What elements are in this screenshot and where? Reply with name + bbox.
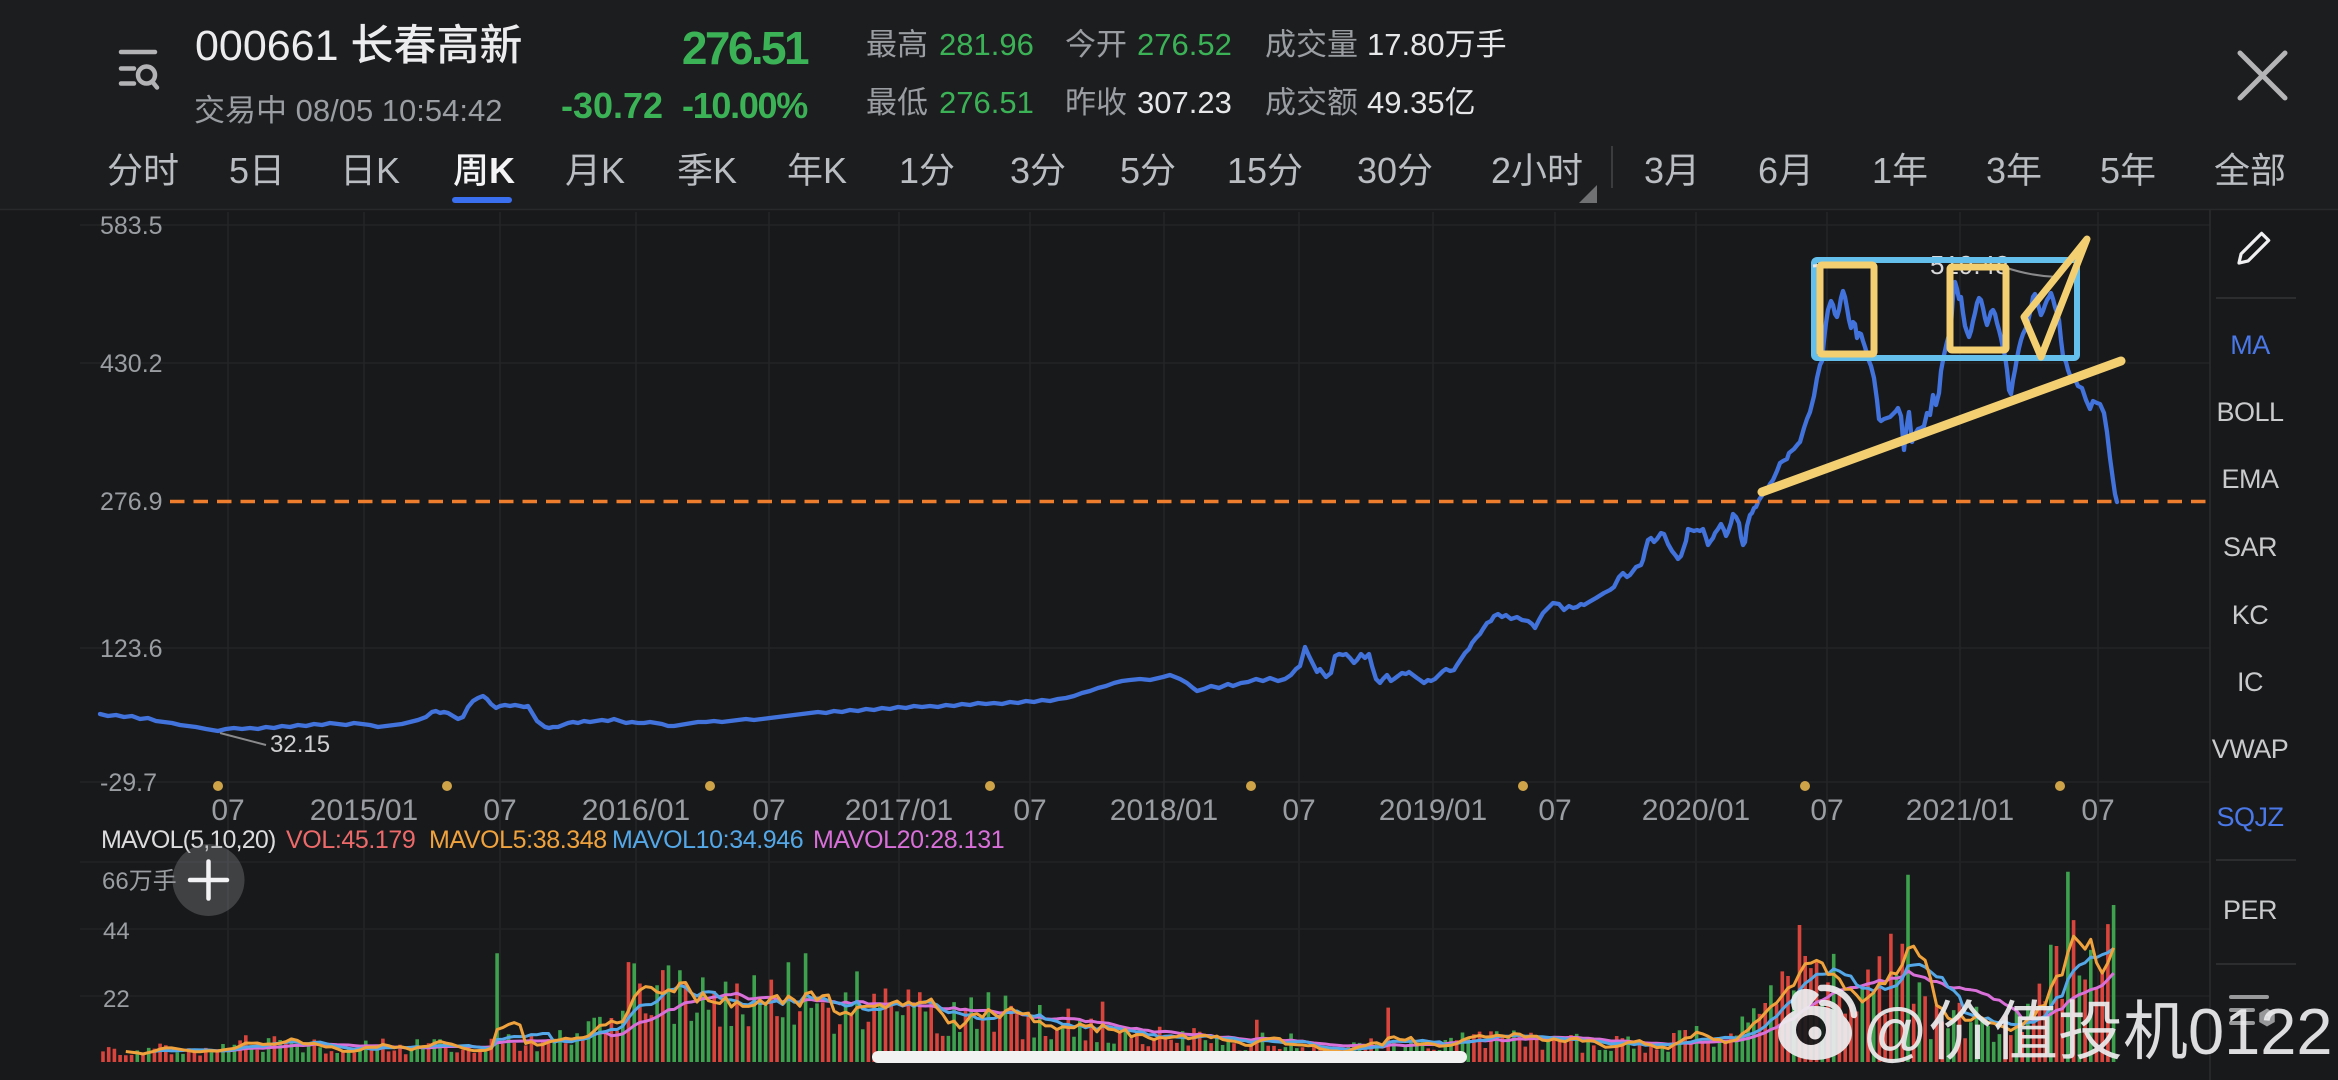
svg-text:MA: MA bbox=[2230, 330, 2270, 360]
svg-text:000661: 000661 bbox=[195, 22, 339, 70]
svg-text:SAR: SAR bbox=[2223, 532, 2277, 562]
svg-text:07: 07 bbox=[1282, 794, 1315, 827]
svg-text:5: 5 bbox=[2100, 150, 2120, 191]
svg-text:15: 15 bbox=[1227, 150, 1267, 191]
svg-text:44: 44 bbox=[103, 918, 130, 945]
svg-text:2019/01: 2019/01 bbox=[1379, 794, 1487, 827]
svg-text:30: 30 bbox=[1357, 150, 1397, 191]
svg-text:276.51: 276.51 bbox=[682, 22, 809, 74]
svg-text:276.52: 276.52 bbox=[1137, 27, 1232, 62]
svg-text:-30.72: -30.72 bbox=[561, 85, 663, 126]
svg-text:5: 5 bbox=[1120, 150, 1140, 191]
svg-text:276.9: 276.9 bbox=[100, 488, 163, 516]
svg-text:IC: IC bbox=[2237, 667, 2263, 697]
svg-text:07: 07 bbox=[2081, 794, 2114, 827]
svg-text:EMA: EMA bbox=[2221, 464, 2279, 494]
svg-text:49.35: 49.35 bbox=[1367, 85, 1445, 120]
svg-text:281.96: 281.96 bbox=[939, 27, 1034, 62]
svg-text:08/05 10:54:42: 08/05 10:54:42 bbox=[296, 93, 503, 128]
svg-text:KC: KC bbox=[2232, 600, 2269, 630]
svg-text:430.2: 430.2 bbox=[100, 350, 163, 378]
svg-text:K: K bbox=[823, 150, 847, 191]
svg-text:2020/01: 2020/01 bbox=[1642, 794, 1750, 827]
svg-text:6: 6 bbox=[1758, 150, 1778, 191]
svg-text:1: 1 bbox=[1872, 150, 1892, 191]
svg-text:BOLL: BOLL bbox=[2216, 397, 2284, 427]
svg-text:-10.00%: -10.00% bbox=[682, 85, 808, 126]
svg-text:K: K bbox=[601, 150, 625, 191]
svg-text:1: 1 bbox=[899, 150, 919, 191]
svg-text:3: 3 bbox=[1010, 150, 1030, 191]
svg-text:VWAP: VWAP bbox=[2212, 734, 2289, 764]
svg-text:2021/01: 2021/01 bbox=[1906, 794, 2014, 827]
svg-text:07: 07 bbox=[1013, 794, 1046, 827]
svg-text:276.51: 276.51 bbox=[939, 85, 1034, 120]
svg-text:SQJZ: SQJZ bbox=[2216, 802, 2283, 832]
svg-text:17.80: 17.80 bbox=[1367, 27, 1445, 62]
svg-text:0122: 0122 bbox=[2188, 995, 2333, 1068]
svg-text:2016/01: 2016/01 bbox=[582, 794, 690, 827]
svg-text:MAVOL20:28.131: MAVOL20:28.131 bbox=[813, 826, 1004, 854]
svg-text:MAVOL10:34.946: MAVOL10:34.946 bbox=[612, 826, 803, 854]
svg-text:-29.7: -29.7 bbox=[100, 769, 157, 797]
svg-text:2017/01: 2017/01 bbox=[845, 794, 953, 827]
svg-text:@: @ bbox=[1862, 995, 1928, 1068]
svg-text:22: 22 bbox=[103, 986, 130, 1013]
svg-text:123.6: 123.6 bbox=[100, 635, 163, 663]
svg-text:32.15: 32.15 bbox=[270, 731, 330, 758]
svg-text:307.23: 307.23 bbox=[1137, 85, 1232, 120]
svg-text:5: 5 bbox=[229, 150, 249, 191]
svg-text:07: 07 bbox=[1538, 794, 1571, 827]
svg-text:2015/01: 2015/01 bbox=[310, 794, 418, 827]
svg-text:583.5: 583.5 bbox=[100, 212, 163, 240]
svg-text:66: 66 bbox=[102, 868, 129, 895]
svg-text:VOL:45.179: VOL:45.179 bbox=[286, 826, 415, 854]
svg-text:3: 3 bbox=[1986, 150, 2006, 191]
svg-text:2018/01: 2018/01 bbox=[1110, 794, 1218, 827]
svg-text:3: 3 bbox=[1644, 150, 1664, 191]
svg-text:2: 2 bbox=[1491, 150, 1511, 191]
svg-text:MAVOL(5,10,20): MAVOL(5,10,20) bbox=[101, 826, 276, 854]
svg-text:K: K bbox=[376, 150, 400, 191]
svg-text:PER: PER bbox=[2223, 895, 2277, 925]
svg-text:MAVOL5:38.348: MAVOL5:38.348 bbox=[429, 826, 607, 854]
svg-text:07: 07 bbox=[752, 794, 785, 827]
svg-text:K: K bbox=[489, 150, 515, 191]
svg-text:07: 07 bbox=[483, 794, 516, 827]
svg-text:K: K bbox=[713, 150, 737, 191]
svg-text:07: 07 bbox=[211, 794, 244, 827]
svg-text:07: 07 bbox=[1810, 794, 1843, 827]
